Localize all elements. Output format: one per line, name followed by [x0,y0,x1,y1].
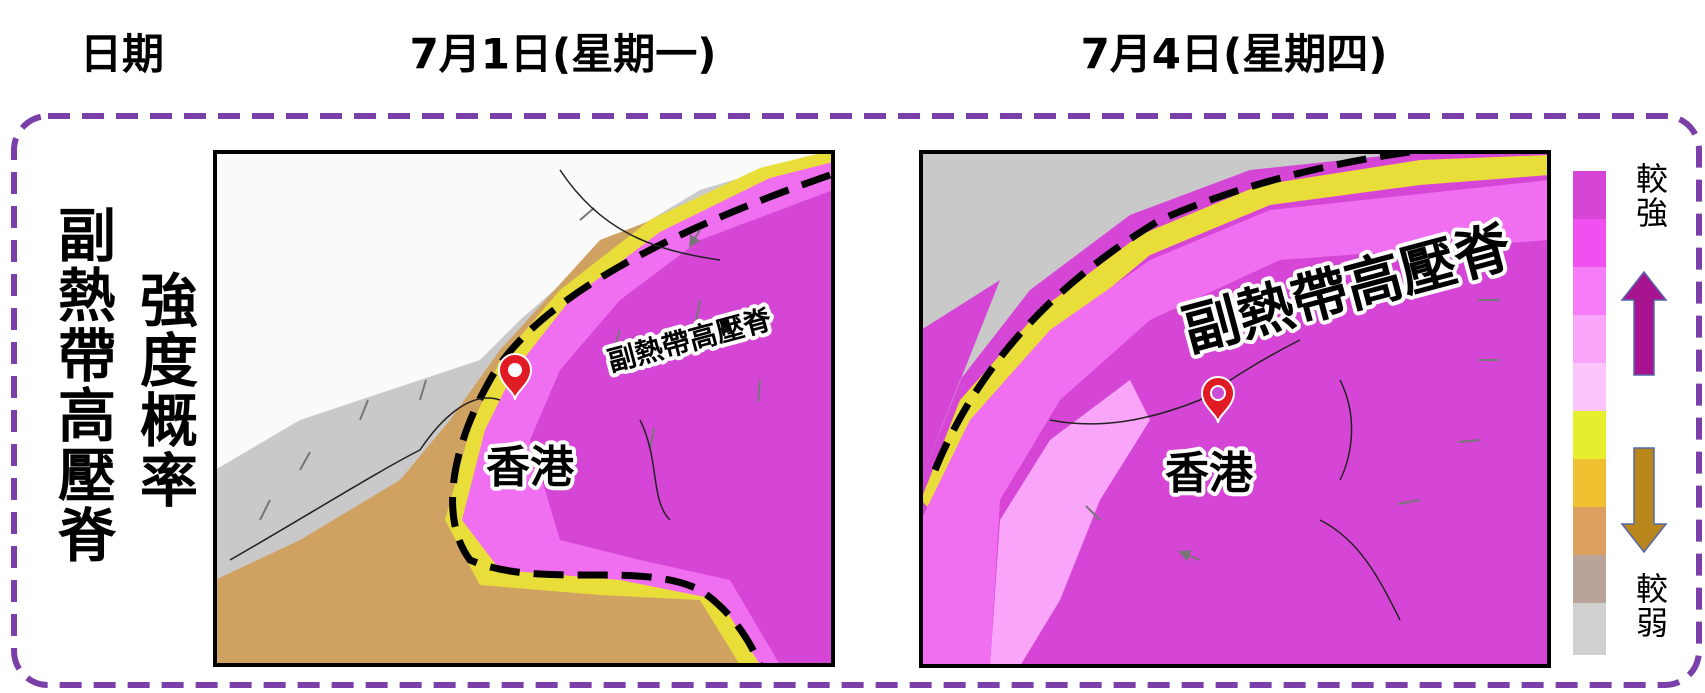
map-border [213,150,835,667]
city-label: 香港 [1165,448,1254,499]
frame [11,113,1702,688]
date-label: 7月1日(星期一) [410,30,717,79]
color-bar [1573,171,1606,655]
arrow-down [1620,447,1668,554]
date-column-label: 日期 [80,30,164,79]
map-border [919,150,1551,668]
legend-top-label: 較強 [1631,162,1669,230]
legend-bottom-label: 較弱 [1631,572,1669,640]
arrow-up [1620,270,1668,376]
map-right: 副熱帶高壓脊 香港 [921,152,1549,666]
date-label: 7月4日(星期四) [1081,30,1388,79]
map-left: 副熱帶高壓脊 香港 [215,152,833,665]
city-label: 香港 [486,442,575,493]
row-label: 強度概率 [130,270,198,510]
row-label: 副熱帶高壓脊 [48,205,116,565]
